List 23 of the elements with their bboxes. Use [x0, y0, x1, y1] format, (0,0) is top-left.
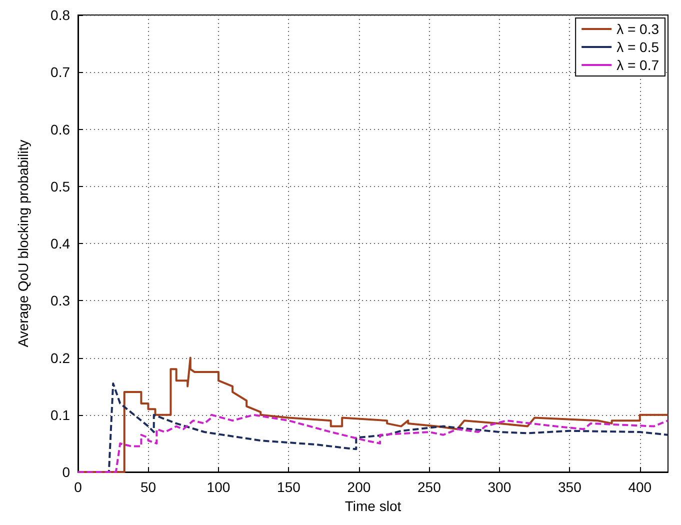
- x-tick-label: 400: [628, 479, 652, 495]
- y-tick-label: 0.6: [50, 121, 70, 138]
- x-tick-label: 300: [488, 479, 512, 495]
- legend-label: λ = 0.7: [616, 57, 660, 73]
- y-tick-label: 0.8: [50, 7, 70, 23]
- x-tick-label: 250: [418, 479, 442, 495]
- legend-label: λ = 0.5: [616, 39, 660, 55]
- y-tick-label: 0.5: [50, 178, 70, 194]
- y-tick-label: 0.1: [50, 406, 70, 423]
- x-tick-label: 150: [277, 479, 301, 495]
- x-tick-label: 200: [347, 479, 371, 495]
- x-tick-label: 350: [558, 479, 582, 495]
- y-tick-label: 0: [62, 464, 70, 480]
- x-tick-label: 100: [206, 479, 230, 495]
- x-tick-label: 0: [74, 479, 82, 495]
- y-axis-title: Average QoU blocking probability: [15, 140, 31, 348]
- x-axis-title: Time slot: [344, 498, 402, 514]
- y-tick-label: 0.7: [50, 64, 70, 80]
- y-tick-label: 0.3: [50, 292, 70, 309]
- x-tick-label: 50: [140, 479, 156, 495]
- y-tick-label: 0.2: [50, 350, 70, 366]
- legend-label: λ = 0.3: [616, 21, 660, 37]
- y-tick-label: 0.4: [50, 236, 70, 252]
